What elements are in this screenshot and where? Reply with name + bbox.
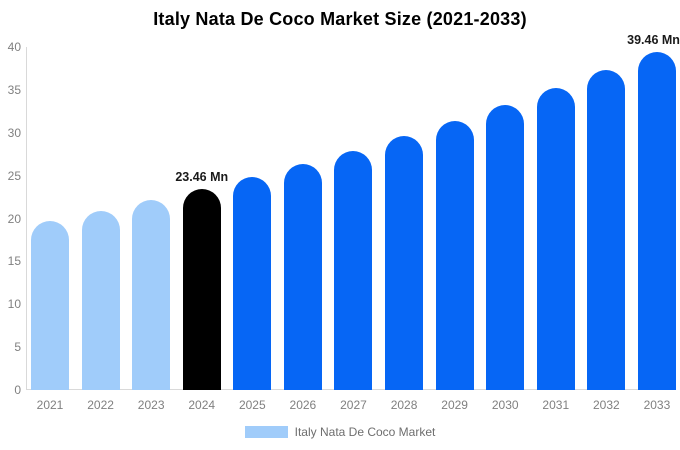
- x-tick-label-2021: 2021: [36, 398, 64, 412]
- bar-2025[interactable]: [233, 176, 272, 390]
- bar-column-2023: 2023: [132, 47, 171, 412]
- bar-column-2029: 2029: [435, 47, 474, 412]
- x-tick-label-2029: 2029: [441, 398, 468, 412]
- bar-2032[interactable]: [587, 70, 626, 390]
- x-tick-label-2028: 2028: [390, 398, 418, 412]
- chart-title: Italy Nata De Coco Market Size (2021-203…: [153, 9, 527, 29]
- bar-2031[interactable]: [536, 88, 575, 390]
- legend-swatch[interactable]: [244, 426, 288, 438]
- x-tick-label-2026: 2026: [289, 398, 317, 412]
- bar-2030[interactable]: [486, 105, 525, 390]
- y-tick-label-5: 5: [14, 340, 21, 355]
- x-tick-label-2031: 2031: [542, 398, 570, 412]
- y-tick-label-0: 0: [14, 383, 21, 397]
- x-tick-label-2025: 2025: [238, 398, 266, 412]
- x-tick-label-2030: 2030: [491, 398, 519, 412]
- y-tick-label-35: 35: [7, 82, 21, 97]
- x-tick-label-2033: 2033: [643, 398, 671, 412]
- bar-column-2024: 23.46 Mn 2024: [175, 47, 228, 412]
- bars-container: 2021 2022 2023 23.46 Mn 2024 2025 2026 2027 2028…: [31, 33, 680, 412]
- y-tick-label-40: 40: [7, 40, 21, 54]
- bar-column-2025: 2025: [233, 47, 272, 412]
- legend-label: Italy Nata De Coco Market: [294, 425, 436, 439]
- bar-value-annotation-2024: 23.46 Mn: [175, 169, 229, 184]
- legend-item[interactable]: Italy Nata De Coco Market: [0, 425, 680, 439]
- bar-column-2027: 2027: [334, 47, 373, 412]
- y-tick-label-20: 20: [7, 211, 21, 226]
- x-tick-label-2027: 2027: [340, 398, 367, 412]
- x-tick-label-2023: 2023: [137, 398, 165, 412]
- bar-2026[interactable]: [283, 164, 322, 390]
- bar-value-annotation-2033: 39.46 Mn: [627, 32, 680, 47]
- bar-2021[interactable]: [31, 220, 69, 390]
- bar-2024[interactable]: [182, 188, 221, 390]
- bar-2028[interactable]: [385, 136, 424, 390]
- x-tick-label-2024: 2024: [188, 398, 216, 412]
- y-tick-label-30: 30: [7, 125, 21, 140]
- bar-column-2033: 39.46 Mn 2033: [627, 33, 680, 412]
- bar-column-2030: 2030: [486, 47, 525, 412]
- bar-2022[interactable]: [81, 210, 120, 390]
- bar-column-2031: 2031: [536, 47, 575, 412]
- bar-column-2026: 2026: [283, 47, 322, 412]
- y-tick-label-25: 25: [7, 168, 21, 183]
- bar-2029[interactable]: [435, 121, 474, 390]
- x-tick-label-2032: 2032: [593, 398, 620, 412]
- bar-column-2032: 2032: [587, 47, 626, 412]
- bar-2027[interactable]: [334, 150, 373, 390]
- y-tick-label-15: 15: [7, 254, 21, 269]
- x-tick-label-2022: 2022: [87, 398, 114, 412]
- bar-2023[interactable]: [132, 200, 171, 390]
- bar-column-2022: 2022: [81, 47, 120, 412]
- bar-column-2028: 2028: [385, 47, 424, 412]
- bar-2033[interactable]: [637, 51, 676, 390]
- bar-column-2021: 2021: [31, 47, 69, 412]
- y-tick-label-10: 10: [7, 297, 21, 312]
